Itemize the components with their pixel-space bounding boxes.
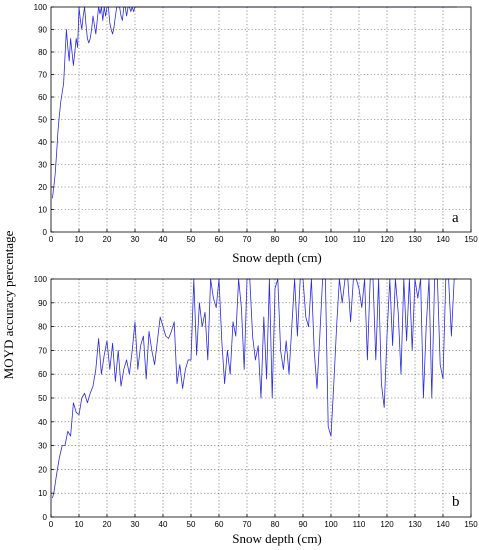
panel-label: a bbox=[452, 210, 459, 226]
x-tick-label: 80 bbox=[271, 520, 280, 529]
panel-label: b bbox=[452, 494, 460, 510]
x-tick-label: 20 bbox=[103, 520, 112, 529]
plot-area bbox=[51, 7, 471, 232]
x-tick-label: 30 bbox=[131, 520, 140, 529]
x-tick-label: 90 bbox=[299, 520, 308, 529]
panel-b: 0 10 20 30 40 50 60 70 80 90 100 110 120 130 140 150 0 10… bbox=[34, 275, 479, 546]
x-tick-label: 150 bbox=[464, 520, 478, 529]
y-tick-label: 40 bbox=[38, 138, 47, 147]
x-tick-label: 60 bbox=[215, 235, 224, 244]
x-tick-label: 10 bbox=[75, 520, 84, 529]
x-tick-label: 10 bbox=[75, 235, 84, 244]
y-tick-label: 30 bbox=[38, 161, 47, 170]
x-tick-label: 20 bbox=[103, 235, 112, 244]
x-tick-label: 40 bbox=[159, 235, 168, 244]
x-tick-label: 100 bbox=[324, 520, 338, 529]
y-tick-label: 60 bbox=[38, 93, 47, 102]
y-tick-label: 20 bbox=[38, 465, 47, 474]
x-tick-label: 30 bbox=[131, 235, 140, 244]
y-tick-label: 80 bbox=[38, 323, 47, 332]
y-axis-label: MOYD accuracy percentage bbox=[1, 230, 16, 379]
y-tick-label: 70 bbox=[38, 346, 47, 355]
x-tick-label: 130 bbox=[408, 520, 422, 529]
x-tick-label: 100 bbox=[324, 235, 338, 244]
x-tick-label: 70 bbox=[243, 235, 252, 244]
y-tick-label: 100 bbox=[34, 3, 48, 12]
x-tick-label: 140 bbox=[436, 235, 450, 244]
x-tick-label: 140 bbox=[436, 520, 450, 529]
x-tick-label: 110 bbox=[353, 520, 366, 529]
x-tick-label: 0 bbox=[49, 235, 54, 244]
y-tick-label: 80 bbox=[38, 48, 47, 57]
x-tick-label: 70 bbox=[243, 520, 252, 529]
x-tick-label: 90 bbox=[299, 235, 308, 244]
x-tick-label: 0 bbox=[49, 520, 54, 529]
x-tick-label: 50 bbox=[187, 235, 196, 244]
x-tick-label: 150 bbox=[464, 235, 478, 244]
x-tick-label: 80 bbox=[271, 235, 280, 244]
y-tick-label: 20 bbox=[38, 183, 47, 192]
y-tick-label: 0 bbox=[43, 228, 48, 237]
y-tick-label: 10 bbox=[38, 489, 47, 498]
x-axis-label: Snow depth (cm) bbox=[232, 250, 322, 265]
x-axis-label: Snow depth (cm) bbox=[232, 531, 322, 546]
y-tick-label: 0 bbox=[43, 513, 48, 522]
x-tick-label: 40 bbox=[159, 520, 168, 529]
x-tick-label: 120 bbox=[380, 520, 394, 529]
y-tick-label: 90 bbox=[38, 299, 47, 308]
x-tick-label: 110 bbox=[353, 235, 366, 244]
series-line bbox=[52, 278, 457, 499]
y-tick-label: 30 bbox=[38, 442, 47, 451]
y-tick-label: 50 bbox=[38, 116, 47, 125]
x-tick-label: 120 bbox=[380, 235, 394, 244]
panel-a: 0 10 20 30 40 50 60 70 80 90 100 110 120 130 140 150 0 10… bbox=[34, 3, 479, 265]
y-tick-label: 90 bbox=[38, 26, 47, 35]
x-tick-label: 60 bbox=[215, 520, 224, 529]
y-tick-label: 100 bbox=[34, 275, 48, 284]
y-tick-label: 40 bbox=[38, 418, 47, 427]
y-tick-label: 60 bbox=[38, 370, 47, 379]
y-tick-label: 70 bbox=[38, 71, 47, 80]
y-tick-label: 50 bbox=[38, 394, 47, 403]
y-tick-label: 10 bbox=[38, 206, 47, 215]
x-tick-label: 50 bbox=[187, 520, 196, 529]
x-tick-label: 130 bbox=[408, 235, 422, 244]
